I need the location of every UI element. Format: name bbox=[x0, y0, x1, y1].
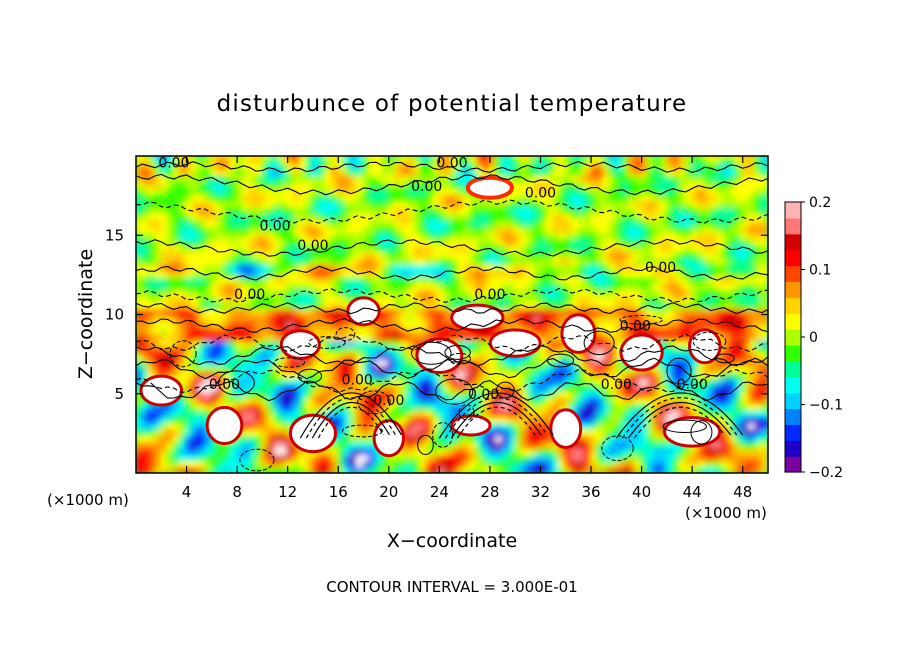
contour-label: 0.00 bbox=[436, 155, 467, 171]
colorbar-segment bbox=[785, 281, 801, 298]
contour-label: 0.00 bbox=[620, 319, 651, 335]
colorbar-tick-label: −0.1 bbox=[809, 398, 843, 414]
field-blobs bbox=[136, 156, 768, 473]
plot-area bbox=[136, 156, 768, 473]
colorbar-tick-label: −0.2 bbox=[809, 465, 843, 481]
contour-label: 0.00 bbox=[525, 185, 556, 201]
colorbar-ticks: 0.2 0.1 0 −0.1 −0.2 bbox=[801, 195, 843, 481]
colorbar-segment bbox=[785, 424, 801, 441]
contour-label: 0.00 bbox=[297, 238, 328, 254]
x-unit-left: (×1000 m) bbox=[47, 491, 129, 509]
contour-label: 0.00 bbox=[601, 377, 632, 393]
x-tick-label: 20 bbox=[379, 483, 398, 501]
contour-label: 0.00 bbox=[259, 219, 290, 235]
colorbar-segment bbox=[785, 456, 801, 473]
colorbar bbox=[784, 201, 802, 473]
colorbar-segment bbox=[785, 265, 801, 283]
contour-label: 0.00 bbox=[677, 377, 708, 393]
contour-label: 0.00 bbox=[158, 155, 189, 171]
colorbar-segment bbox=[785, 249, 801, 267]
x-tick-label: 40 bbox=[632, 483, 651, 501]
contour-interval: CONTOUR INTERVAL = 3.000E-01 bbox=[326, 578, 577, 596]
contour-label: 0.00 bbox=[209, 377, 240, 393]
contour-label: 0.00 bbox=[468, 387, 499, 403]
colorbar-segment bbox=[785, 217, 801, 235]
colorbar-segment bbox=[785, 233, 801, 251]
y-axis-ticks: 5 10 15 bbox=[105, 226, 768, 403]
colorbar-segment bbox=[785, 202, 801, 219]
colorbar-segment bbox=[785, 408, 801, 425]
x-tick-label: 8 bbox=[232, 483, 242, 501]
x-tick-label: 48 bbox=[733, 483, 752, 501]
contour-label: 0.00 bbox=[645, 260, 676, 276]
colorbar-segment bbox=[785, 392, 801, 410]
y-tick-label: 10 bbox=[105, 306, 124, 324]
colorbar-segment bbox=[785, 376, 801, 394]
temperature-field bbox=[136, 156, 768, 473]
x-axis-label: X−coordinate bbox=[387, 530, 517, 552]
colorbar-tick-label: 0.1 bbox=[809, 263, 831, 279]
x-tick-label: 24 bbox=[430, 483, 449, 501]
x-tick-label: 16 bbox=[329, 483, 348, 501]
colorbar-segment bbox=[785, 440, 801, 457]
y-axis-label: Z−coordinate bbox=[75, 249, 97, 379]
colorbar-segment bbox=[785, 329, 801, 346]
colorbar-segment bbox=[785, 344, 801, 362]
colorbar-segment bbox=[785, 360, 801, 378]
chart-title: disturbunce of potential temperature bbox=[217, 91, 688, 117]
x-tick-label: 28 bbox=[480, 483, 499, 501]
contour-label: 0.00 bbox=[411, 179, 442, 195]
colorbar-segment bbox=[785, 297, 801, 314]
colorbar-tick-label: 0.2 bbox=[809, 195, 831, 211]
contour-labels: 0.00 0.000.00 0.000.000.000.000.00 0.000.00… bbox=[158, 155, 707, 409]
x-axis-ticks: 4 8 12 16 20 24 28 32 36 40 44 48 bbox=[182, 156, 752, 501]
y-tick-label: 5 bbox=[114, 385, 124, 403]
x-unit-right: (×1000 m) bbox=[685, 504, 767, 522]
colorbar-tick-label: 0 bbox=[809, 330, 818, 346]
contour-label: 0.00 bbox=[234, 287, 265, 303]
contour-label: 0.00 bbox=[474, 287, 505, 303]
x-tick-label: 4 bbox=[182, 483, 192, 501]
y-tick-label: 15 bbox=[105, 226, 124, 244]
contour-label: 0.00 bbox=[373, 393, 404, 409]
colorbar-segment bbox=[785, 313, 801, 330]
contour-lines bbox=[136, 161, 768, 472]
x-tick-label: 44 bbox=[683, 483, 702, 501]
contour-label: 0.00 bbox=[342, 372, 373, 388]
x-tick-label: 32 bbox=[531, 483, 550, 501]
x-tick-label: 12 bbox=[278, 483, 297, 501]
x-tick-label: 36 bbox=[581, 483, 600, 501]
